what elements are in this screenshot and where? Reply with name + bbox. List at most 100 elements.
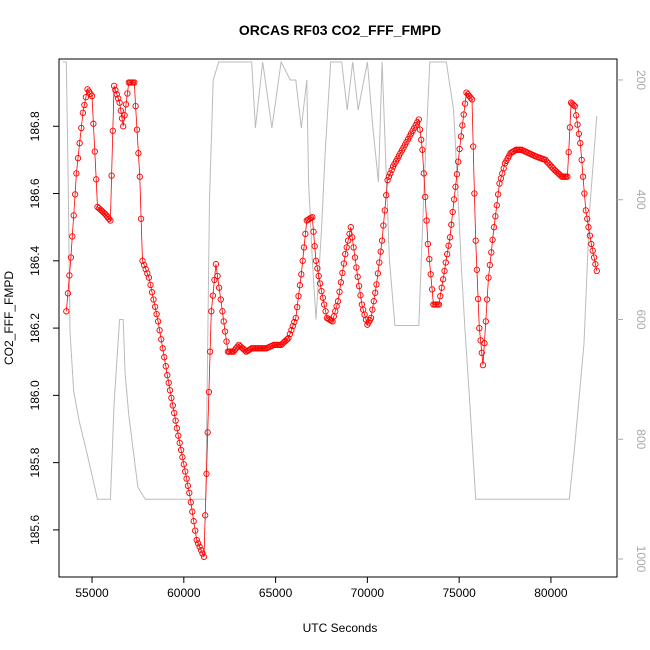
data-point (110, 82, 118, 90)
data-point (168, 394, 175, 402)
data-point (74, 155, 82, 162)
data-point (494, 191, 502, 198)
data-point (183, 475, 190, 482)
data-point (184, 482, 192, 489)
data-point (439, 276, 447, 283)
data-point (437, 292, 444, 300)
data-point (593, 267, 600, 275)
data-point (579, 173, 587, 180)
data-point (144, 270, 151, 277)
data-point (420, 170, 427, 177)
data-point (467, 94, 474, 101)
data-point (588, 240, 595, 248)
data-point (88, 92, 96, 100)
data-point (355, 282, 363, 290)
data-point (577, 139, 584, 147)
data-point (334, 298, 342, 305)
data-point (64, 290, 72, 297)
data-point (209, 292, 217, 299)
data-point (193, 536, 200, 544)
data-point (199, 550, 206, 557)
data-point (202, 512, 209, 519)
data-point (217, 296, 224, 303)
data-point (180, 461, 187, 468)
data-point (78, 124, 85, 132)
data-point (564, 173, 571, 180)
data-point (442, 259, 449, 266)
data-point (347, 224, 354, 231)
data-point (574, 121, 581, 128)
data-point (113, 91, 120, 98)
data-point (470, 143, 477, 150)
right-y-tick-label: 800 (634, 429, 648, 449)
data-point (289, 322, 296, 330)
data-point (166, 387, 174, 394)
data-point (302, 230, 309, 238)
data-point (286, 330, 294, 338)
data-point (592, 261, 599, 268)
data-point (381, 207, 388, 214)
data-point (380, 222, 387, 229)
data-point (316, 280, 324, 287)
data-point (140, 261, 148, 269)
primary-series-layer (63, 79, 600, 560)
data-point (147, 281, 154, 289)
data-point (212, 261, 220, 268)
data-point (578, 156, 585, 164)
data-point (426, 255, 433, 263)
data-point (542, 156, 549, 164)
data-point (154, 318, 162, 325)
data-point (354, 273, 361, 280)
data-point (378, 237, 386, 244)
secondary-series-line (62, 60, 598, 500)
data-point (340, 260, 348, 267)
data-point (483, 296, 491, 303)
data-point (471, 190, 478, 197)
data-point (575, 130, 583, 137)
data-point (172, 417, 179, 424)
data-point (116, 99, 123, 106)
y-axis-label: CO2_FFF_FMPD (2, 271, 16, 365)
data-point (481, 340, 488, 347)
data-point (91, 148, 98, 155)
data-point (450, 196, 458, 203)
data-point (93, 176, 100, 183)
data-point (448, 221, 455, 228)
data-point (482, 318, 489, 325)
data-point (486, 261, 494, 269)
data-point (139, 257, 146, 264)
x-axis: 55000 60000 65000 70000 75000 80000 (75, 577, 568, 600)
y-tick-label: 185.8 (28, 447, 42, 477)
data-point (105, 215, 113, 222)
data-point (223, 338, 230, 345)
data-point (377, 248, 384, 255)
data-point (370, 298, 377, 305)
data-point (419, 146, 426, 153)
data-point (336, 288, 343, 295)
data-point (63, 308, 70, 315)
data-point (203, 470, 210, 477)
data-point (585, 224, 592, 231)
data-point (296, 282, 304, 289)
data-point (570, 101, 577, 109)
data-point (351, 254, 359, 261)
data-point (131, 79, 138, 86)
data-point (292, 314, 299, 322)
data-point (445, 242, 452, 249)
data-point (197, 546, 205, 554)
x-tick-label: 60000 (167, 586, 201, 600)
data-point (187, 499, 194, 506)
data-point (194, 540, 202, 547)
data-point (373, 281, 380, 288)
data-point (586, 232, 594, 239)
data-point (165, 379, 172, 386)
data-point (309, 213, 316, 221)
data-point (81, 101, 88, 109)
data-point (70, 212, 77, 219)
y-tick-label: 186.4 (28, 245, 42, 275)
data-point (311, 243, 318, 250)
data-point (384, 176, 391, 184)
data-point (342, 250, 349, 258)
data-point (159, 345, 166, 352)
data-point (383, 192, 390, 199)
